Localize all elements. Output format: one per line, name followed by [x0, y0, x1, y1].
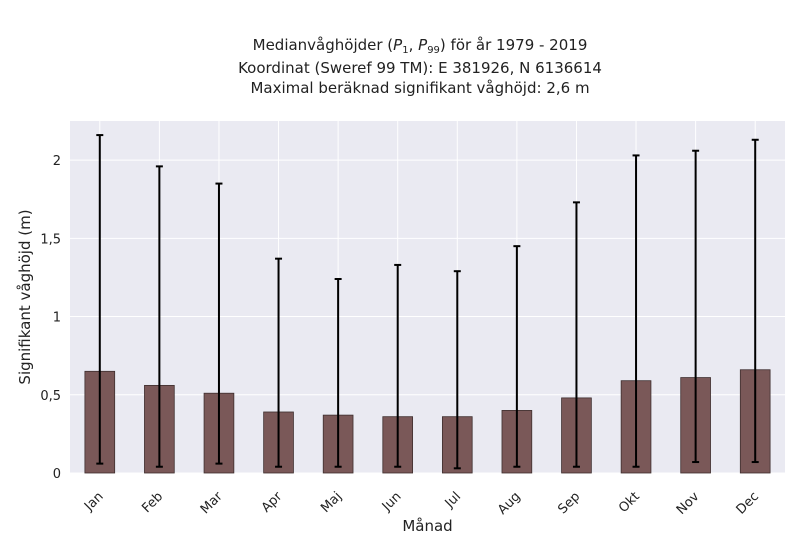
x-tick-label: Aug — [495, 489, 524, 518]
x-tick-label: Maj — [318, 489, 345, 516]
chart-title-p2: P — [418, 36, 428, 54]
x-tick-label: Mar — [198, 489, 226, 517]
x-tick-label: Okt — [616, 489, 643, 516]
x-tick-label: Jun — [379, 489, 405, 515]
x-tick-label: Sep — [555, 489, 583, 517]
x-tick-label: Feb — [139, 489, 166, 516]
chart-title: Medianvåghöjder (P1, P99) för år 1979 - … — [70, 36, 770, 56]
x-tick-label: Dec — [734, 489, 762, 517]
chart-subtitle-2: Maximal beräknad signifikant våghöjd: 2,… — [250, 79, 590, 97]
chart-title-sep: , — [408, 36, 419, 54]
y-tick-label: 0 — [53, 467, 61, 482]
x-tick-label: Nov — [674, 489, 703, 518]
x-tick-label: Apr — [259, 489, 286, 516]
plot-area — [70, 121, 785, 473]
chart-title-p1: P — [393, 36, 403, 54]
chart-title-p2-sub: 99 — [427, 45, 440, 56]
y-tick-label: 1 — [53, 311, 61, 326]
x-tick-label: Jul — [442, 489, 464, 511]
chart-title-prefix: Medianvåghöjder ( — [252, 36, 394, 54]
y-tick-label: 0,5 — [40, 389, 61, 404]
x-axis-label: Månad — [402, 517, 452, 535]
chart-subtitle: Koordinat (Sweref 99 TM): E 381926, N 61… — [238, 59, 602, 77]
y-axis-label: Signifikant våghöjd (m) — [16, 209, 34, 384]
chart-title-p1-sub: 1 — [402, 45, 409, 56]
y-tick-label: 1,5 — [40, 232, 61, 247]
chart-title-suffix: ) för år 1979 - 2019 — [439, 36, 588, 54]
x-tick-label: Jan — [81, 489, 106, 514]
y-tick-label: 2 — [53, 154, 61, 169]
